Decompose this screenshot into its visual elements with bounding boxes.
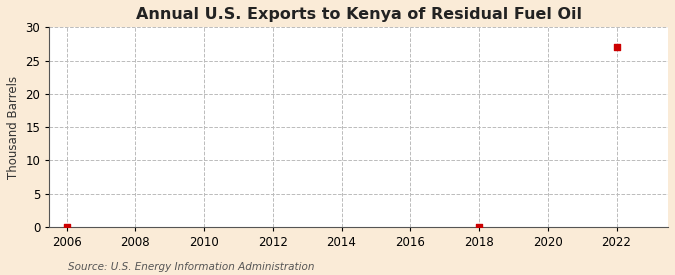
Title: Annual U.S. Exports to Kenya of Residual Fuel Oil: Annual U.S. Exports to Kenya of Residual… (136, 7, 582, 22)
Point (61, 225, 72, 229)
Point (611, 45, 622, 50)
Text: Source: U.S. Energy Information Administration: Source: U.S. Energy Information Administ… (68, 262, 314, 272)
Y-axis label: Thousand Barrels: Thousand Barrels (7, 75, 20, 178)
Point (474, 225, 485, 229)
